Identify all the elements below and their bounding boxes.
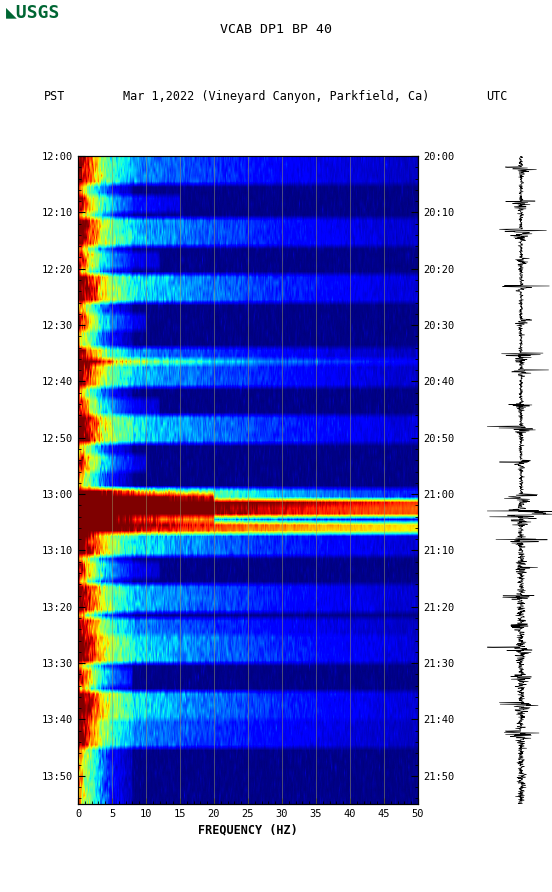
Text: Mar 1,2022 (Vineyard Canyon, Parkfield, Ca): Mar 1,2022 (Vineyard Canyon, Parkfield, … [123,90,429,103]
X-axis label: FREQUENCY (HZ): FREQUENCY (HZ) [198,823,298,836]
Text: VCAB DP1 BP 40: VCAB DP1 BP 40 [220,23,332,37]
Text: ◣USGS: ◣USGS [6,3,60,21]
Text: UTC: UTC [486,90,508,103]
Text: PST: PST [44,90,66,103]
